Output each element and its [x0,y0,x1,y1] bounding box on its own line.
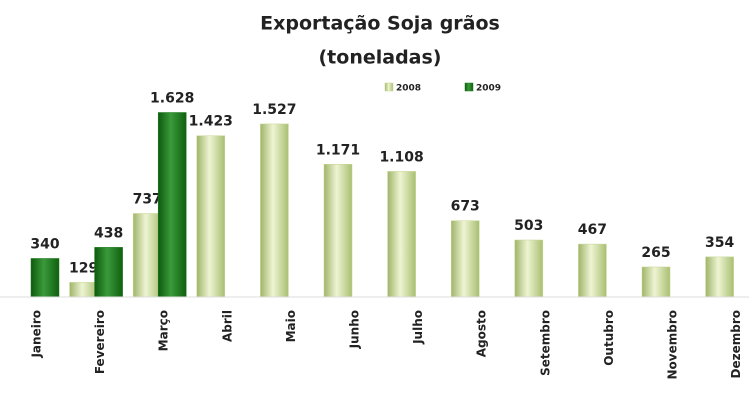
data-label: 438 [94,225,123,241]
bar [30,258,60,298]
legend-label: 2009 [476,84,501,94]
bar [641,266,671,298]
data-label: 265 [641,245,670,261]
bar [323,164,353,298]
bar [94,247,123,298]
data-label: 1.628 [150,90,194,106]
bar [260,123,289,298]
x-tick-label: Setembro [538,310,552,376]
data-label: 1.423 [189,114,233,130]
legend-swatch [464,82,474,92]
chart-title: Exportação Soja grãos [260,13,500,35]
bar [157,112,187,298]
bar [196,135,226,298]
bar [705,256,734,298]
data-label: 354 [705,235,734,251]
bar [387,171,416,298]
bar [514,239,544,298]
x-tick-label: Março [157,310,171,351]
legend-swatch [384,82,394,92]
x-tick-label: Maio [284,310,298,342]
x-tick-label: Fevereiro [93,310,107,374]
data-label: 340 [30,236,59,252]
data-label: 737 [133,191,162,207]
x-tick-label: Novembro [666,310,680,380]
x-tick-label: Abril [220,310,234,342]
chart-subtitle: (toneladas) [319,47,442,69]
x-tick-label: Agosto [475,310,489,357]
bar [132,213,162,298]
bar [450,220,480,298]
bar [578,243,607,298]
data-label: 129 [69,260,98,276]
legend-label: 2008 [396,84,421,94]
data-label: 673 [451,199,480,215]
data-label: 1.527 [252,102,296,118]
x-tick-label: Julho [411,310,425,345]
data-label: 467 [578,222,607,238]
bar [69,282,98,298]
x-tick-label: Outubro [602,310,616,366]
x-tick-label: Dezembro [729,310,743,378]
x-tick-label: Junho [348,310,362,349]
data-label: 503 [514,218,543,234]
data-label: 1.108 [379,149,423,165]
x-tick-label: Janeiro [30,310,44,359]
data-label: 1.171 [316,142,360,158]
